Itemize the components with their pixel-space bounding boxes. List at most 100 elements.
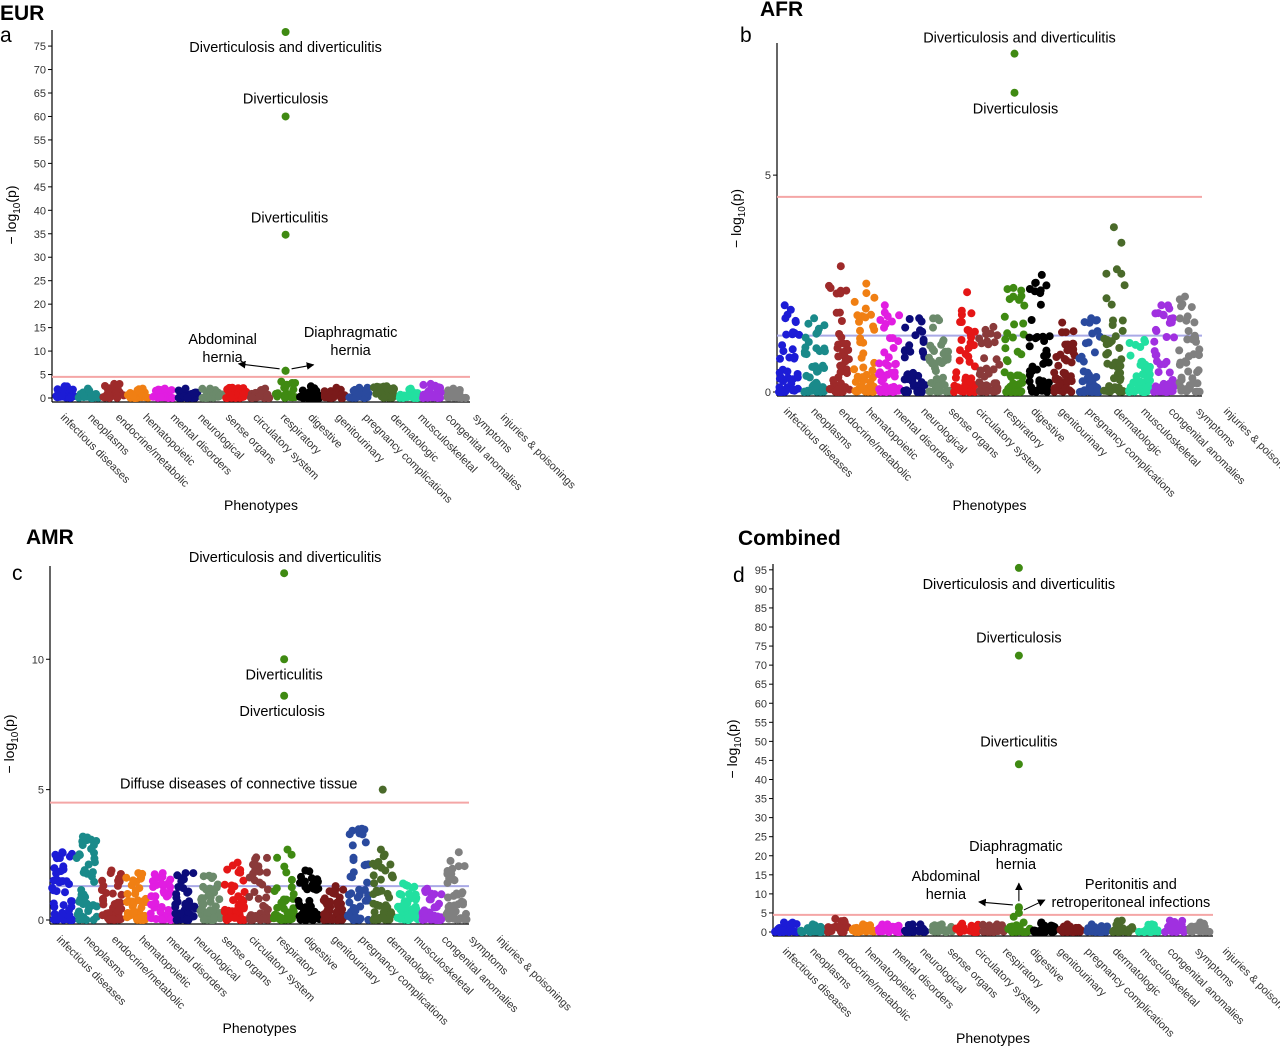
phenotype-point: [1136, 343, 1145, 351]
x-axis-label: Phenotypes: [223, 1020, 297, 1036]
phenotype-point: [856, 326, 864, 335]
phenotype-point: [263, 853, 271, 862]
highlight-point: [281, 28, 290, 36]
phenotype-point: [303, 392, 312, 401]
phenotype-point: [883, 312, 892, 321]
phenotype-point: [1178, 916, 1187, 925]
phenotype-point: [940, 381, 949, 390]
phenotype-point: [78, 838, 87, 847]
phenotype-point: [1141, 387, 1150, 396]
phenotype-point: [869, 322, 878, 331]
phenotype-point: [975, 387, 984, 395]
phenotype-point: [925, 356, 934, 365]
y-tick-label: 40: [755, 775, 767, 787]
phenotype-point: [805, 373, 814, 382]
phenotype-point: [282, 868, 291, 877]
phenotype-point: [454, 862, 463, 871]
phenotype-point: [137, 903, 146, 912]
highlight-label: Diverticulosis and diverticulitis: [189, 550, 382, 566]
y-tick-label: 5: [40, 370, 46, 382]
phenotype-point: [1116, 361, 1125, 370]
phenotype-point: [810, 314, 819, 323]
phenotype-point: [331, 882, 340, 891]
phenotype-point: [781, 386, 790, 395]
phenotype-point: [460, 862, 469, 871]
phenotype-point: [1136, 377, 1145, 386]
phenotype-point: [289, 890, 298, 899]
phenotype-point: [853, 311, 862, 320]
phenotype-point: [76, 895, 85, 904]
phenotype-point: [450, 876, 459, 885]
phenotype-point: [808, 920, 817, 929]
phenotype-point: [399, 879, 408, 888]
phenotype-point: [1108, 361, 1117, 370]
phenotype-point: [1166, 314, 1175, 323]
phenotype-point: [425, 895, 434, 904]
phenotype-point: [443, 878, 452, 887]
phenotype-point: [422, 913, 431, 922]
phenotype-point: [73, 910, 82, 919]
phenotype-point: [1037, 918, 1046, 927]
phenotype-point: [1140, 335, 1149, 344]
phenotype-point: [1151, 386, 1160, 395]
phenotype-point: [1184, 367, 1193, 376]
phenotype-point: [1069, 348, 1077, 357]
phenotype-point: [387, 871, 396, 880]
phenotype-point: [859, 349, 868, 358]
phenotype-point: [176, 909, 185, 918]
phenotype-point: [1013, 347, 1022, 356]
phenotype-point: [378, 913, 387, 922]
phenotype-points: [52, 377, 470, 402]
phenotype-point: [52, 869, 61, 878]
phenotype-point: [423, 391, 432, 400]
phenotype-point: [980, 354, 989, 363]
phenotype-point: [930, 347, 938, 355]
phenotype-point: [406, 384, 415, 393]
phenotype-point: [172, 893, 181, 902]
phenotype-point: [344, 911, 353, 920]
phenotype-point: [1185, 384, 1194, 393]
phenotype-point: [251, 860, 260, 869]
phenotype-point: [904, 375, 912, 384]
phenotype-point: [861, 304, 870, 313]
phenotype-point: [1008, 333, 1017, 342]
phenotype-point: [1147, 920, 1156, 929]
phenotype-point: [349, 868, 358, 877]
phenotype-point: [199, 894, 208, 903]
phenotype-point: [1110, 374, 1118, 383]
phenotype-point: [89, 915, 98, 924]
phenotype-point: [1015, 371, 1024, 380]
phenotype-point: [800, 388, 809, 396]
phenotype-point: [890, 372, 899, 381]
highlight-point: [1014, 563, 1023, 572]
phenotype-point: [909, 368, 918, 377]
phenotype-point: [1076, 926, 1085, 935]
phenotype-point: [263, 885, 272, 894]
highlight-label: Diverticulosis: [976, 631, 1061, 647]
phenotype-point: [75, 851, 84, 860]
phenotype-point: [955, 356, 964, 365]
phenotype-point: [915, 314, 924, 323]
y-axis-label: − log10(p): [1, 715, 21, 774]
phenotype-point: [1176, 358, 1185, 367]
phenotype-point: [1151, 325, 1160, 334]
phenotype-point: [348, 826, 357, 835]
phenotype-point: [262, 893, 271, 902]
phenotype-point: [203, 908, 212, 917]
phenotype-point: [98, 876, 107, 885]
phenotype-point: [1084, 338, 1093, 347]
phenotype-point: [1031, 278, 1040, 287]
phenotype-point: [1038, 382, 1047, 391]
highlight-point: [281, 112, 290, 121]
phenotype-point: [228, 383, 237, 392]
highlight-label: Diverticulitis: [251, 211, 328, 227]
phenotype-point: [1153, 357, 1161, 366]
y-tick-label: 70: [755, 660, 767, 672]
phenotype-point: [345, 393, 354, 402]
phenotype-point: [227, 887, 236, 896]
phenotype-point: [115, 915, 123, 924]
phenotype-point: [983, 337, 992, 346]
panel-title: AMR: [26, 526, 74, 549]
phenotype-point: [108, 889, 117, 898]
y-tick-label: 0: [761, 927, 767, 939]
